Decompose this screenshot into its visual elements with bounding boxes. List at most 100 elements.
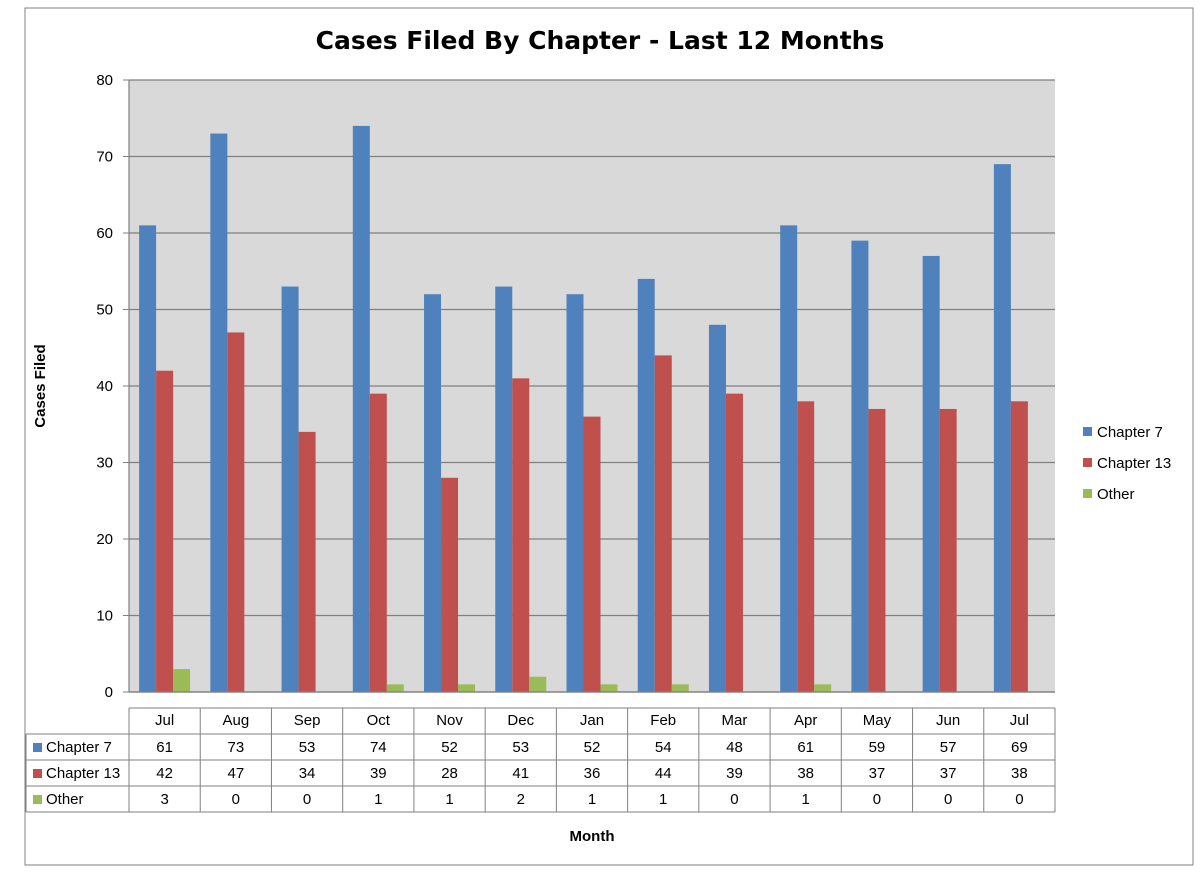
bar: [352, 125, 370, 692]
bar: [139, 225, 157, 692]
data-label: 53: [299, 739, 316, 756]
bar: [281, 286, 299, 692]
data-label: 38: [797, 765, 814, 782]
bar: [512, 378, 530, 692]
y-tick-label: 20: [96, 531, 113, 548]
bar: [637, 278, 655, 692]
data-label: 74: [370, 739, 387, 756]
table-row-label: Chapter 7: [46, 739, 112, 756]
bar: [424, 294, 442, 692]
legend-key: [1083, 458, 1092, 467]
legend-key: [1083, 489, 1092, 498]
bar: [1010, 401, 1028, 692]
bar: [780, 225, 798, 692]
data-label: 2: [517, 791, 525, 808]
data-label: 0: [232, 791, 240, 808]
data-label: 41: [512, 765, 529, 782]
data-label: 1: [802, 791, 810, 808]
data-label: 59: [869, 739, 886, 756]
bar: [369, 393, 387, 692]
data-label: 53: [512, 739, 529, 756]
legend-label: Other: [1097, 486, 1135, 503]
data-label: 28: [441, 765, 458, 782]
chart-title: Cases Filed By Chapter - Last 12 Months: [316, 26, 885, 55]
x-tick-label: May: [863, 712, 892, 729]
legend-key: [1083, 427, 1092, 436]
y-tick-label: 70: [96, 149, 113, 166]
y-tick-label: 50: [96, 302, 113, 319]
bar: [583, 416, 601, 692]
data-label: 39: [726, 765, 743, 782]
bar: [993, 164, 1011, 692]
bar: [227, 332, 245, 692]
bar: [600, 684, 618, 692]
y-tick-label: 10: [96, 608, 113, 625]
bar: [654, 355, 672, 692]
data-label: 0: [303, 791, 311, 808]
bar: [529, 676, 547, 692]
data-label: 39: [370, 765, 387, 782]
data-label: 1: [445, 791, 453, 808]
bar: [441, 477, 459, 692]
data-label: 42: [156, 765, 173, 782]
data-label: 47: [228, 765, 245, 782]
bar: [868, 408, 886, 692]
data-label: 1: [374, 791, 382, 808]
y-tick-label: 30: [96, 455, 113, 472]
bar: [458, 684, 476, 692]
y-axis-title: Cases Filed: [32, 344, 49, 427]
x-tick-label: Dec: [507, 712, 534, 729]
table-row-label: Other: [46, 791, 84, 808]
table-legend-key: [33, 795, 42, 804]
x-tick-label: Oct: [367, 712, 391, 729]
bar: [298, 431, 316, 692]
x-tick-label: Jan: [580, 712, 604, 729]
bar: [939, 408, 957, 692]
table-legend-key: [33, 769, 42, 778]
x-tick-label: Jun: [936, 712, 960, 729]
bar: [386, 684, 404, 692]
x-tick-label: Feb: [650, 712, 676, 729]
bar: [797, 401, 815, 692]
data-label: 73: [228, 739, 245, 756]
legend-label: Chapter 13: [1097, 455, 1171, 472]
x-axis-title: Month: [570, 828, 615, 845]
bar: [210, 133, 228, 693]
x-tick-label: Sep: [294, 712, 321, 729]
bar: [708, 324, 726, 692]
data-label: 1: [659, 791, 667, 808]
data-label: 0: [1015, 791, 1023, 808]
x-tick-label: Aug: [222, 712, 249, 729]
y-tick-label: 80: [96, 72, 113, 89]
bar: [851, 240, 869, 692]
x-tick-label: Mar: [722, 712, 748, 729]
data-table: Jul Aug Sep Oct Nov Dec Jan Feb Mar Apr May Jun Jul C…: [25, 707, 1056, 813]
x-tick-label: Apr: [794, 712, 817, 729]
data-label: 1: [588, 791, 596, 808]
bar: [922, 255, 940, 692]
data-label: 54: [655, 739, 672, 756]
data-label: 0: [730, 791, 738, 808]
data-label: 37: [940, 765, 957, 782]
legend: Chapter 7 Chapter 13 Other: [1083, 424, 1171, 503]
data-label: 69: [1011, 739, 1028, 756]
data-label: 38: [1011, 765, 1028, 782]
bar: [671, 684, 689, 692]
x-tick-label: Jul: [155, 712, 174, 729]
data-label: 61: [156, 739, 173, 756]
data-label: 52: [584, 739, 601, 756]
legend-label: Chapter 7: [1097, 424, 1163, 441]
data-label: 44: [655, 765, 672, 782]
bar: [566, 294, 584, 692]
y-tick-label: 40: [96, 378, 113, 395]
bar: [725, 393, 743, 692]
data-label: 0: [873, 791, 881, 808]
data-label: 61: [797, 739, 814, 756]
bar: [173, 669, 191, 692]
data-label: 0: [944, 791, 952, 808]
data-label: 48: [726, 739, 743, 756]
bar: [814, 684, 832, 692]
data-label: 3: [160, 791, 168, 808]
